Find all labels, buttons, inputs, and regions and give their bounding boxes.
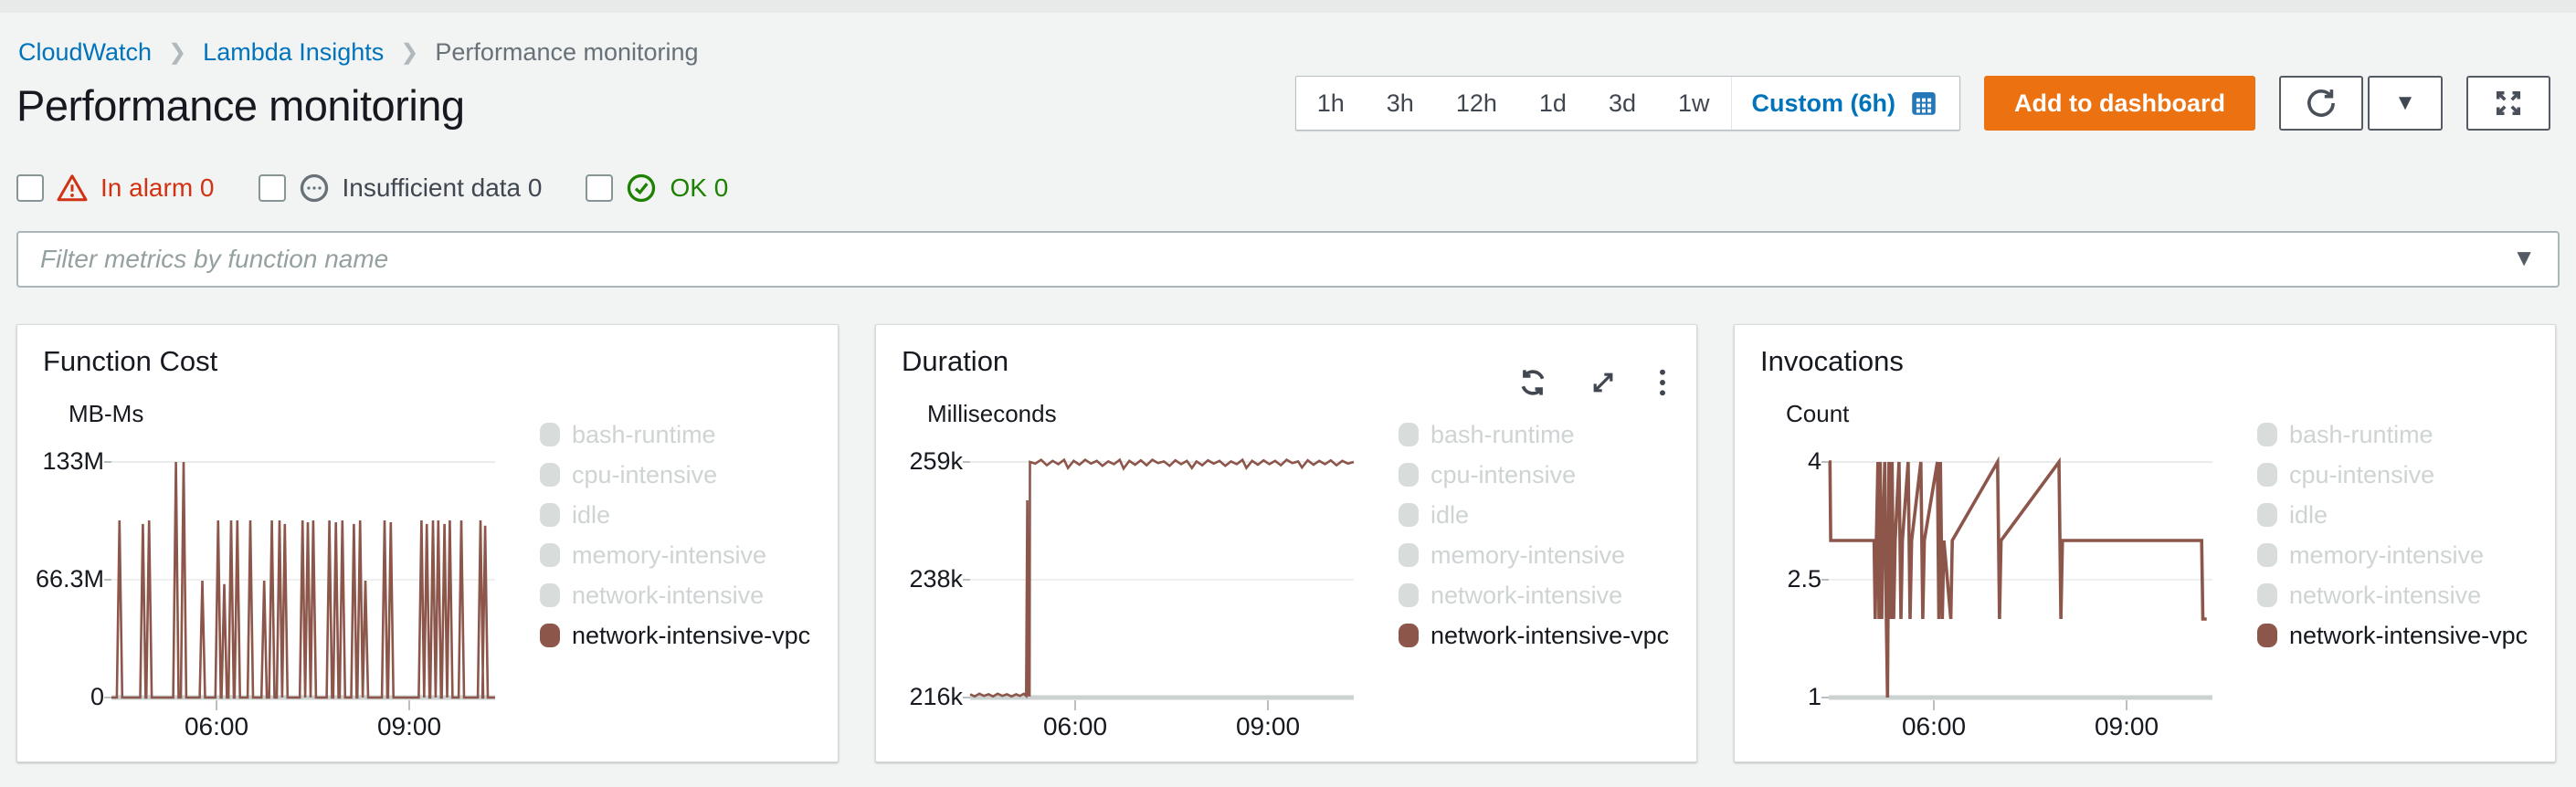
breadcrumb-cloudwatch[interactable]: CloudWatch — [18, 38, 152, 67]
refresh-button[interactable] — [2279, 76, 2363, 131]
legend-swatch-icon — [2257, 583, 2277, 607]
legend-item-memory-intensive[interactable]: memory-intensive — [1399, 535, 1669, 575]
breadcrumb-current-page: Performance monitoring — [435, 38, 698, 67]
alarm-warning-icon — [56, 172, 89, 205]
window-top-strip — [0, 0, 2576, 13]
metric-filter-input[interactable] — [16, 231, 2560, 288]
legend-swatch-icon — [2257, 463, 2277, 487]
time-range-1w[interactable]: 1w — [1657, 77, 1731, 130]
calendar-icon — [1908, 88, 1939, 119]
function-cost-card: Function Cost MB-Ms 133M 66.3M 0 06:00 0… — [16, 324, 839, 762]
refresh-options-dropdown[interactable]: ▼ — [2368, 76, 2443, 131]
legend-swatch-icon — [540, 624, 560, 647]
time-range-3h[interactable]: 3h — [1366, 77, 1435, 130]
time-range-custom[interactable]: Custom (6h) — [1731, 77, 1960, 130]
insufficient-data-icon — [298, 172, 331, 205]
legend-item-cpu-intensive[interactable]: cpu-intensive — [540, 455, 810, 495]
fullscreen-icon — [2492, 87, 2525, 120]
legend-swatch-icon — [1399, 583, 1419, 607]
insufficient-data-label: Insufficient data 0 — [343, 173, 543, 203]
add-to-dashboard-button[interactable]: Add to dashboard — [1984, 76, 2255, 131]
legend-swatch-icon — [1399, 463, 1419, 487]
time-range-3d[interactable]: 3d — [1588, 77, 1657, 130]
time-controls: 1h 3h 12h 1d 3d 1w Custom (6h) Add to da… — [1295, 76, 2550, 131]
time-range-segmented-control: 1h 3h 12h 1d 3d 1w Custom (6h) — [1295, 76, 1960, 131]
refresh-icon — [2304, 86, 2338, 121]
legend-swatch-icon — [1399, 624, 1419, 647]
time-range-1h[interactable]: 1h — [1296, 77, 1366, 130]
alarm-state-filter-row: In alarm 0 Insufficient data 0 OK 0 — [16, 170, 728, 206]
filter-item-insufficient: Insufficient data 0 — [259, 172, 543, 205]
legend-item-idle[interactable]: idle — [540, 495, 810, 535]
legend-item-cpu-intensive[interactable]: cpu-intensive — [1399, 455, 1669, 495]
legend-swatch-icon — [1399, 423, 1419, 446]
chart-legend: bash-runtime cpu-intensive idle memory-i… — [2257, 414, 2528, 656]
insufficient-data-checkbox[interactable] — [259, 174, 286, 202]
legend-item-network-intensive-vpc[interactable]: network-intensive-vpc — [1399, 615, 1669, 656]
caret-down-icon: ▼ — [2394, 90, 2416, 116]
time-range-1d[interactable]: 1d — [1518, 77, 1588, 130]
legend-item-bash-runtime[interactable]: bash-runtime — [2257, 414, 2528, 455]
breadcrumb-chevron-icon: ❯ — [152, 39, 203, 66]
legend-swatch-icon — [540, 543, 560, 567]
ok-check-icon — [625, 172, 658, 205]
fullscreen-button[interactable] — [2466, 76, 2550, 131]
legend-swatch-icon — [540, 423, 560, 446]
ok-label: OK 0 — [670, 173, 728, 203]
chart-legend: bash-runtime cpu-intensive idle memory-i… — [540, 414, 810, 656]
refresh-button-group: ▼ — [2279, 76, 2443, 131]
legend-item-network-intensive-vpc[interactable]: network-intensive-vpc — [2257, 615, 2528, 656]
legend-item-memory-intensive[interactable]: memory-intensive — [540, 535, 810, 575]
legend-swatch-icon — [2257, 503, 2277, 527]
chart-legend: bash-runtime cpu-intensive idle memory-i… — [1399, 414, 1669, 656]
legend-item-network-intensive[interactable]: network-intensive — [2257, 575, 2528, 615]
legend-swatch-icon — [2257, 423, 2277, 446]
breadcrumb-chevron-icon: ❯ — [384, 39, 435, 66]
legend-swatch-icon — [2257, 624, 2277, 647]
time-range-12h[interactable]: 12h — [1435, 77, 1518, 130]
duration-card: Duration — [875, 324, 1697, 762]
invocations-card: Invocations Count 4 2.5 1 06:00 09:00 ba… — [1734, 324, 2556, 762]
custom-range-label: Custom (6h) — [1752, 89, 1896, 118]
filter-item-in-alarm: In alarm 0 — [16, 172, 215, 205]
legend-item-network-intensive[interactable]: network-intensive — [1399, 575, 1669, 615]
legend-item-bash-runtime[interactable]: bash-runtime — [540, 414, 810, 455]
legend-item-network-intensive[interactable]: network-intensive — [540, 575, 810, 615]
metric-filter: ▼ — [16, 231, 2560, 288]
legend-swatch-icon — [540, 583, 560, 607]
ok-checkbox[interactable] — [586, 174, 613, 202]
filter-item-ok: OK 0 — [586, 172, 728, 205]
breadcrumb: CloudWatch ❯ Lambda Insights ❯ Performan… — [18, 38, 699, 67]
legend-swatch-icon — [540, 503, 560, 527]
legend-swatch-icon — [1399, 543, 1419, 567]
legend-swatch-icon — [1399, 503, 1419, 527]
legend-item-memory-intensive[interactable]: memory-intensive — [2257, 535, 2528, 575]
page-title: Performance monitoring — [16, 80, 465, 131]
legend-swatch-icon — [540, 463, 560, 487]
legend-item-cpu-intensive[interactable]: cpu-intensive — [2257, 455, 2528, 495]
breadcrumb-lambda-insights[interactable]: Lambda Insights — [203, 38, 384, 67]
legend-item-network-intensive-vpc[interactable]: network-intensive-vpc — [540, 615, 810, 656]
legend-item-idle[interactable]: idle — [2257, 495, 2528, 535]
legend-swatch-icon — [2257, 543, 2277, 567]
in-alarm-checkbox[interactable] — [16, 174, 44, 202]
legend-item-idle[interactable]: idle — [1399, 495, 1669, 535]
in-alarm-label: In alarm 0 — [100, 173, 215, 203]
legend-item-bash-runtime[interactable]: bash-runtime — [1399, 414, 1669, 455]
charts-row: Function Cost MB-Ms 133M 66.3M 0 06:00 0… — [16, 324, 2556, 762]
